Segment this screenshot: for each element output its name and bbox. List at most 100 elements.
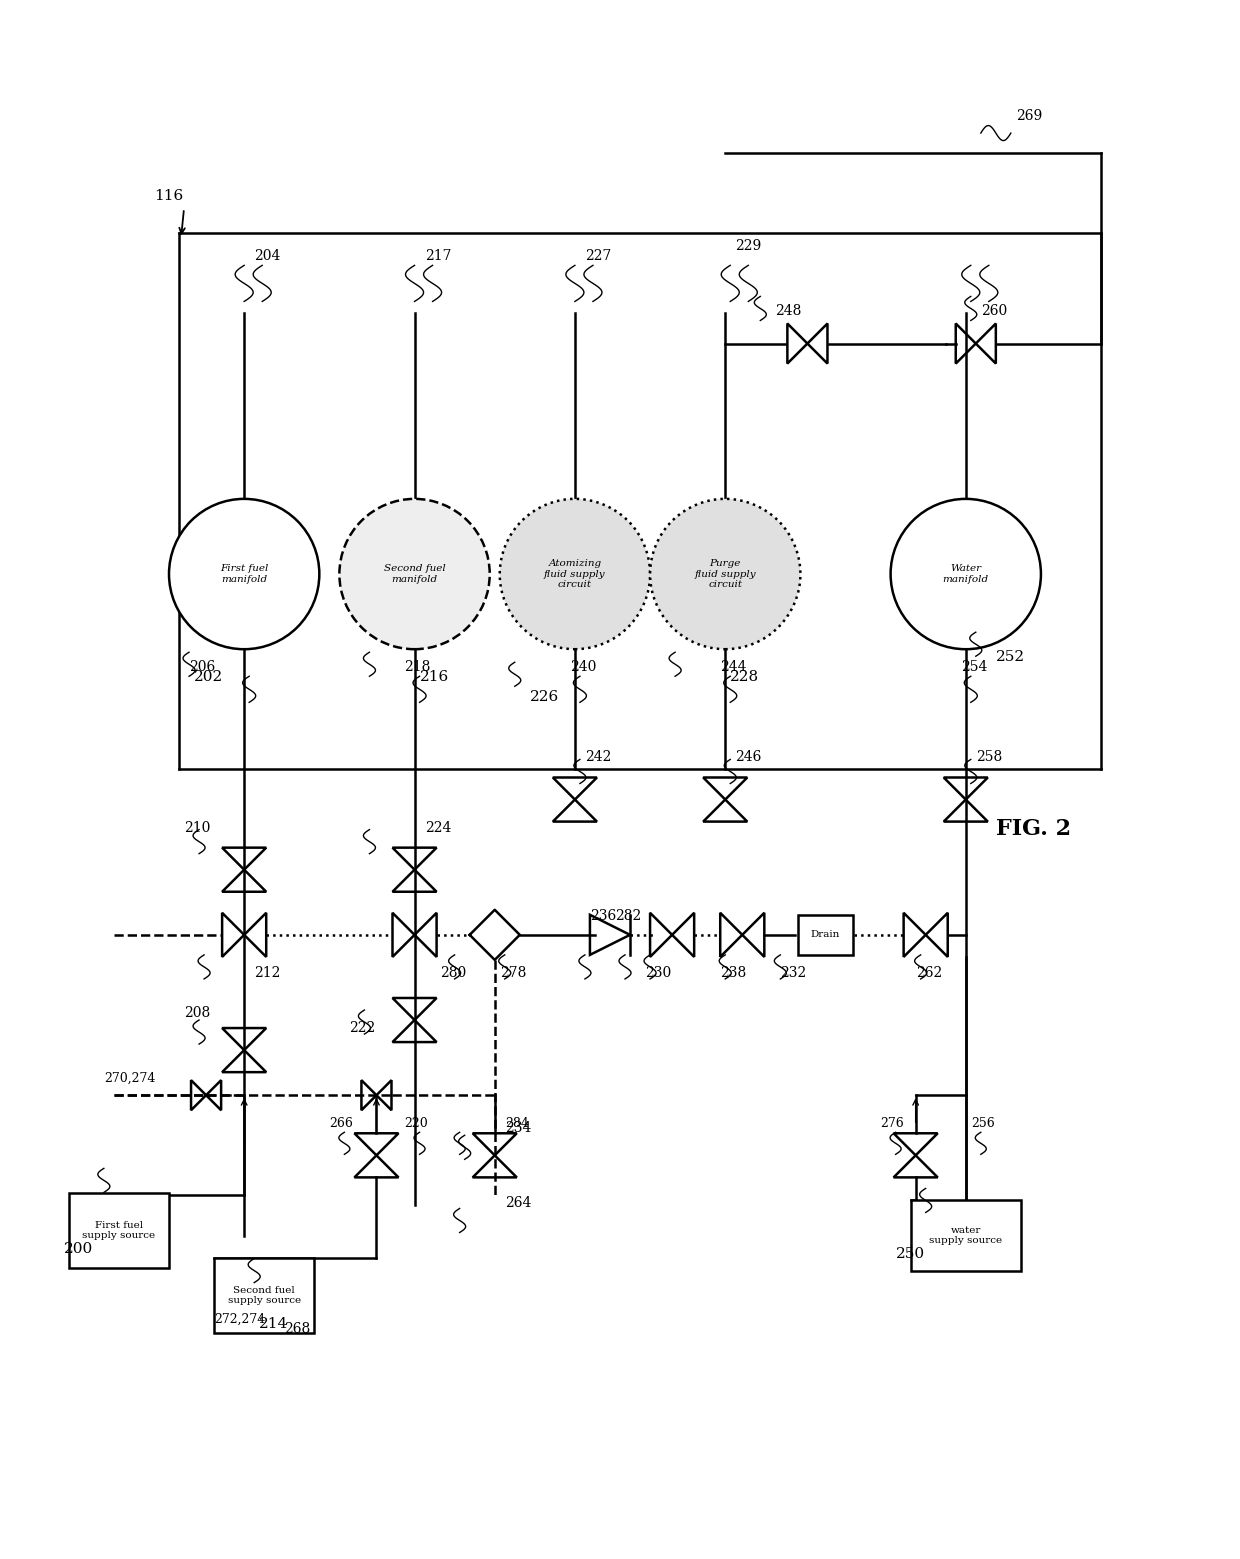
Polygon shape: [361, 1080, 377, 1110]
Text: 264: 264: [505, 1196, 531, 1210]
Polygon shape: [244, 914, 267, 957]
Polygon shape: [222, 870, 267, 892]
Text: 272,274: 272,274: [215, 1313, 265, 1325]
Text: 234: 234: [505, 1121, 531, 1135]
Polygon shape: [222, 914, 244, 957]
Text: 246: 246: [735, 750, 761, 764]
Text: 238: 238: [720, 967, 746, 981]
Text: 258: 258: [976, 750, 1002, 764]
Polygon shape: [355, 1155, 398, 1177]
Text: 230: 230: [645, 967, 671, 981]
Polygon shape: [68, 1193, 169, 1267]
Text: Purge
fluid supply
circuit: Purge fluid supply circuit: [694, 560, 756, 589]
Polygon shape: [393, 1020, 436, 1041]
Polygon shape: [414, 914, 436, 957]
Text: 282: 282: [615, 909, 641, 923]
Polygon shape: [553, 800, 596, 822]
Polygon shape: [976, 323, 996, 363]
Text: water
supply source: water supply source: [929, 1225, 1002, 1246]
Polygon shape: [206, 1080, 221, 1110]
Polygon shape: [703, 778, 748, 800]
Polygon shape: [553, 778, 596, 800]
Text: 276: 276: [880, 1118, 904, 1130]
Text: 236: 236: [590, 909, 616, 923]
Text: 212: 212: [254, 967, 280, 981]
Polygon shape: [904, 914, 926, 957]
Polygon shape: [926, 914, 947, 957]
Text: 216: 216: [419, 670, 449, 684]
Text: Water
manifold: Water manifold: [942, 564, 988, 583]
Polygon shape: [797, 915, 853, 956]
Text: 284: 284: [505, 1118, 528, 1130]
Text: 252: 252: [996, 650, 1025, 664]
Text: 232: 232: [780, 967, 806, 981]
Text: Second fuel
supply source: Second fuel supply source: [228, 1286, 301, 1305]
Text: 217: 217: [424, 249, 451, 263]
Polygon shape: [472, 1155, 517, 1177]
Text: 242: 242: [585, 750, 611, 764]
Polygon shape: [944, 778, 988, 800]
Polygon shape: [590, 915, 630, 956]
Text: 244: 244: [720, 661, 746, 673]
Polygon shape: [472, 1133, 517, 1155]
Circle shape: [500, 499, 650, 649]
Circle shape: [169, 499, 320, 649]
Polygon shape: [944, 800, 988, 822]
Text: First fuel
manifold: First fuel manifold: [219, 564, 268, 583]
Polygon shape: [894, 1155, 937, 1177]
Polygon shape: [393, 998, 436, 1020]
Text: First fuel
supply source: First fuel supply source: [82, 1221, 155, 1241]
Text: 270,274: 270,274: [104, 1073, 155, 1085]
Text: Atomizing
fluid supply
circuit: Atomizing fluid supply circuit: [544, 560, 605, 589]
Text: 268: 268: [284, 1322, 310, 1336]
Text: 208: 208: [184, 1006, 211, 1020]
Polygon shape: [807, 323, 827, 363]
Circle shape: [340, 499, 490, 649]
Text: 206: 206: [188, 661, 216, 673]
Text: 220: 220: [404, 1118, 428, 1130]
Text: 240: 240: [570, 661, 596, 673]
Text: 210: 210: [184, 820, 211, 834]
Polygon shape: [215, 1258, 314, 1333]
Text: 222: 222: [350, 1021, 376, 1035]
Text: Drain: Drain: [811, 931, 841, 940]
Text: 254: 254: [961, 661, 987, 673]
Text: 200: 200: [63, 1241, 93, 1255]
Polygon shape: [393, 848, 436, 870]
Polygon shape: [377, 1080, 392, 1110]
Polygon shape: [672, 914, 694, 957]
Text: 202: 202: [193, 670, 223, 684]
Polygon shape: [910, 1200, 1021, 1271]
Polygon shape: [355, 1133, 398, 1155]
Polygon shape: [743, 914, 764, 957]
Text: Second fuel
manifold: Second fuel manifold: [383, 564, 445, 583]
Polygon shape: [703, 800, 748, 822]
Text: 229: 229: [735, 240, 761, 253]
Text: 204: 204: [254, 249, 280, 263]
Text: 262: 262: [915, 967, 942, 981]
Circle shape: [650, 499, 800, 649]
Polygon shape: [787, 323, 807, 363]
Text: 266: 266: [330, 1118, 353, 1130]
Text: 260: 260: [981, 304, 1007, 318]
Polygon shape: [222, 1051, 267, 1073]
Polygon shape: [222, 848, 267, 870]
Text: 227: 227: [585, 249, 611, 263]
Text: 280: 280: [440, 967, 466, 981]
Text: 218: 218: [404, 661, 430, 673]
Text: 256: 256: [971, 1118, 994, 1130]
Polygon shape: [393, 870, 436, 892]
Polygon shape: [393, 914, 414, 957]
Text: 269: 269: [1016, 109, 1042, 123]
Polygon shape: [720, 914, 743, 957]
Polygon shape: [650, 914, 672, 957]
Circle shape: [890, 499, 1040, 649]
Text: 248: 248: [775, 304, 802, 318]
Polygon shape: [956, 323, 976, 363]
Text: 250: 250: [895, 1247, 925, 1261]
Polygon shape: [894, 1133, 937, 1155]
Polygon shape: [191, 1080, 206, 1110]
Text: 214: 214: [259, 1317, 289, 1331]
Text: FIG. 2: FIG. 2: [996, 817, 1071, 840]
Text: 224: 224: [424, 820, 451, 834]
